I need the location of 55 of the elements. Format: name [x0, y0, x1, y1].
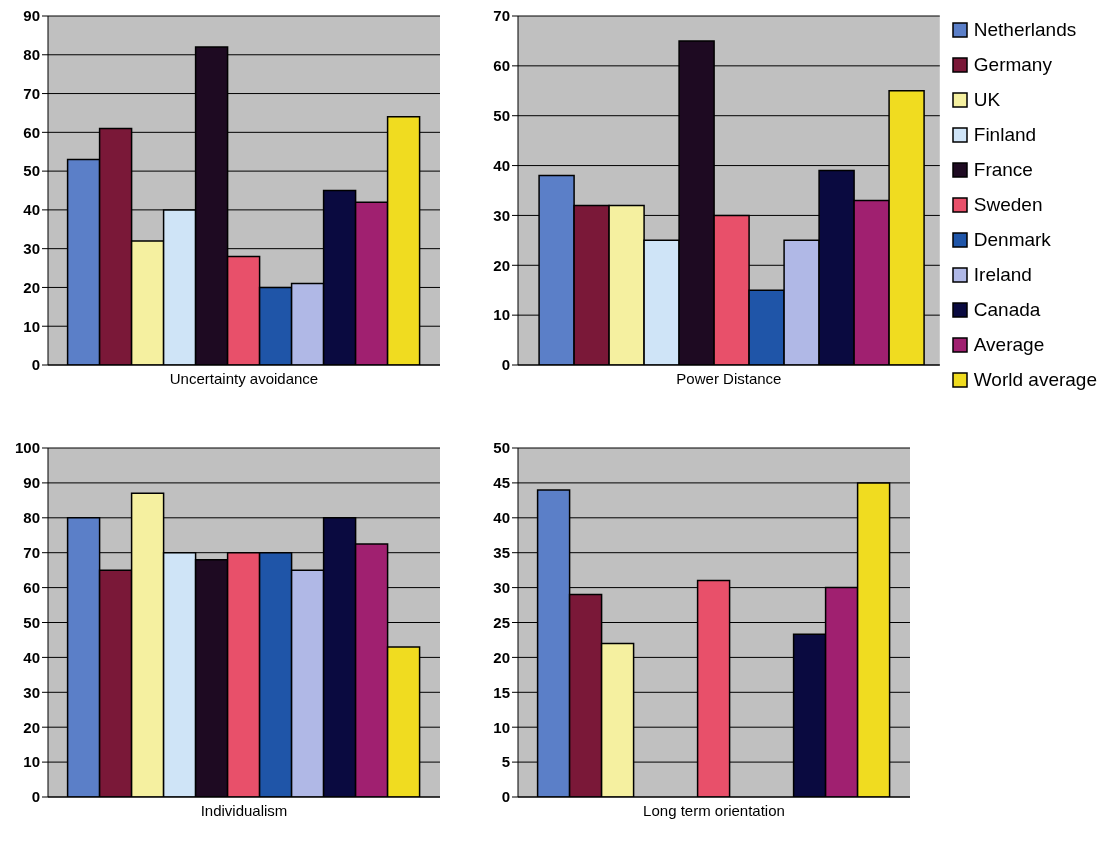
legend-label: Canada	[973, 299, 1041, 321]
y-tick-label: 60	[23, 578, 40, 596]
y-tick-label: 100	[14, 439, 40, 457]
x-tick-label: Long term orientation	[643, 801, 785, 819]
y-tick-label: 10	[493, 306, 510, 324]
y-tick-label: 30	[493, 578, 510, 596]
y-tick-label: 90	[23, 474, 40, 492]
y-tick-label: 0	[31, 356, 40, 374]
y-tick-label: 80	[23, 509, 40, 527]
y-tick-label: 40	[493, 156, 510, 174]
x-tick-label: Power Distance	[676, 369, 782, 387]
y-tick-label: 35	[493, 544, 510, 562]
y-tick-label: 30	[493, 206, 510, 224]
legend-label: Finland	[973, 124, 1037, 146]
y-tick-label: 0	[31, 788, 40, 806]
legend-label: Netherlands	[973, 19, 1077, 41]
y-tick-label: 10	[23, 317, 40, 335]
legend-label: World average	[973, 369, 1097, 391]
y-tick-label: 40	[23, 648, 40, 666]
y-tick-label: 40	[23, 201, 40, 219]
y-tick-label: 50	[493, 107, 510, 125]
y-tick-label: 45	[493, 474, 510, 492]
y-tick-label: 50	[23, 162, 40, 180]
y-tick-label: 40	[493, 509, 510, 527]
y-tick-label: 20	[23, 278, 40, 296]
legend-label: UK	[973, 89, 1001, 111]
y-tick-label: 90	[23, 7, 40, 25]
legend-label: Denmark	[973, 229, 1051, 251]
y-tick-label: 60	[493, 57, 510, 75]
y-tick-label: 0	[501, 356, 510, 374]
y-tick-label: 70	[23, 544, 40, 562]
legend-label: Average	[973, 334, 1045, 356]
y-tick-label: 20	[493, 648, 510, 666]
y-tick-label: 15	[493, 683, 510, 701]
y-tick-label: 80	[23, 46, 40, 64]
legend-label: Germany	[973, 54, 1052, 76]
y-tick-label: 20	[493, 256, 510, 274]
y-tick-label: 10	[493, 718, 510, 736]
legend-label: Ireland	[973, 264, 1032, 286]
y-tick-label: 20	[23, 718, 40, 736]
y-tick-label: 10	[23, 753, 40, 771]
y-tick-label: 60	[23, 123, 40, 141]
legend-label: France	[973, 159, 1033, 181]
y-tick-label: 50	[23, 613, 40, 631]
y-tick-label: 0	[501, 788, 510, 806]
y-tick-label: 70	[23, 84, 40, 102]
y-tick-label: 30	[23, 683, 40, 701]
y-tick-label: 5	[501, 753, 510, 771]
x-tick-label: Uncertainty avoidance	[169, 369, 319, 387]
y-tick-label: 50	[493, 439, 510, 457]
legend-label: Sweden	[973, 194, 1043, 216]
y-tick-label: 30	[23, 239, 40, 257]
y-tick-label: 25	[493, 613, 510, 631]
y-tick-label: 70	[493, 7, 510, 25]
x-tick-label: Individualism	[200, 801, 288, 819]
